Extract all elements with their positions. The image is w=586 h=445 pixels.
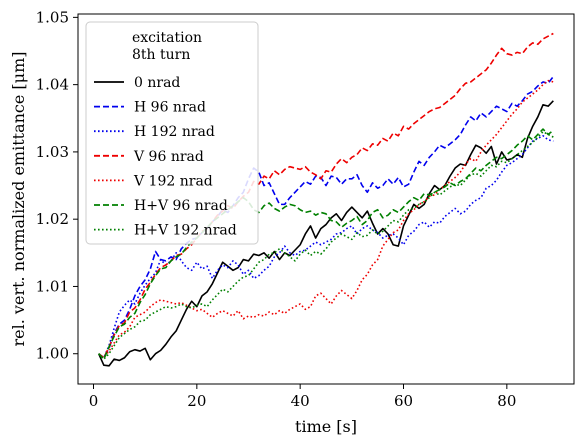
series-line-7 bbox=[98, 130, 554, 360]
legend-entry-4: V 96 nrad bbox=[133, 149, 204, 165]
legend-entry-6: H+V 96 nrad bbox=[134, 198, 228, 214]
y-tick-label: 1.04 bbox=[36, 76, 69, 94]
series-line-6 bbox=[98, 128, 554, 360]
x-tick-label: 60 bbox=[394, 392, 413, 410]
plot-frame bbox=[77, 13, 575, 385]
x-tick-label: 0 bbox=[89, 392, 99, 410]
y-tick-label: 1.03 bbox=[36, 143, 69, 161]
series-line-4 bbox=[98, 32, 554, 359]
legend-entry-7: H+V 192 nrad bbox=[134, 223, 237, 239]
y-tick-label: 1.01 bbox=[36, 277, 69, 295]
legend-title: 8th turn bbox=[132, 47, 190, 63]
x-tick-label: 20 bbox=[187, 392, 206, 410]
x-tick-label: 80 bbox=[497, 392, 516, 410]
y-tick-label: 1.05 bbox=[36, 8, 69, 26]
series-line-1 bbox=[97, 100, 554, 367]
legend-entry-2: H 96 nrad bbox=[134, 100, 206, 116]
x-tick-label: 40 bbox=[291, 392, 310, 410]
y-axis-label: rel. vert. normalized emittance [μm] bbox=[9, 52, 28, 347]
x-axis-label: time [s] bbox=[295, 417, 357, 436]
legend-box bbox=[85, 21, 259, 245]
series-line-2 bbox=[98, 76, 554, 359]
legend-entry-3: H 192 nrad bbox=[134, 124, 215, 140]
y-tick-label: 1.02 bbox=[36, 210, 69, 228]
legend-entry-5: V 192 nrad bbox=[133, 173, 213, 189]
axes: 0 20 40 60 80 1.00 1.01 1.02 1.03 1.04 1.05 bbox=[36, 8, 575, 410]
legend-title: excitation bbox=[132, 30, 202, 46]
plot-area bbox=[97, 32, 554, 367]
y-tick-label: 1.00 bbox=[36, 345, 69, 363]
legend-entry-1: 0 nrad bbox=[134, 75, 180, 91]
